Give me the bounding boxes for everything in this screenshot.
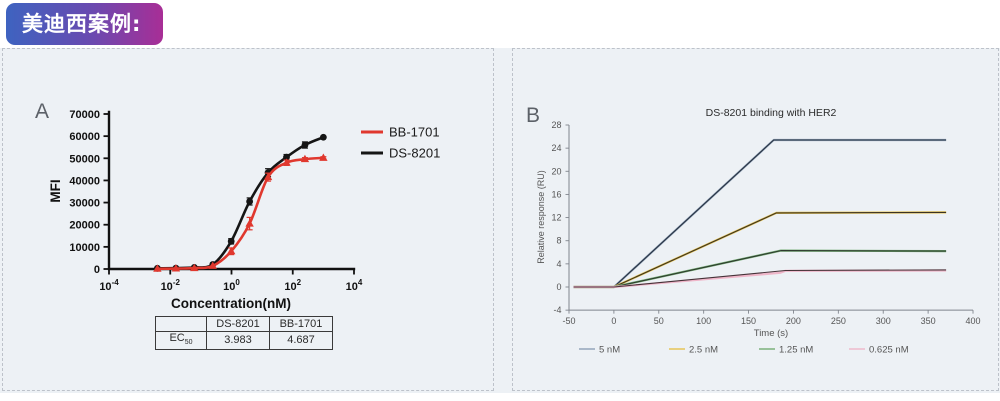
- svg-text:60000: 60000: [69, 131, 100, 143]
- svg-text:12: 12: [551, 213, 561, 223]
- svg-text:100: 100: [223, 278, 240, 293]
- svg-text:24: 24: [551, 143, 561, 153]
- chart-a-root: 0 10000 20000 30000 40000 50000 60000 70000 10-4…: [48, 109, 440, 311]
- y-axis-label: Relative response (RU): [536, 170, 546, 264]
- spr-binding-chart: -4 0 4 8 12 16 20 24 28 -50 0 50 100 150 200 250 300 350 4…: [536, 107, 981, 356]
- svg-text:16: 16: [551, 189, 561, 199]
- svg-text:4: 4: [556, 259, 561, 269]
- series-curve-DS-8201: [157, 136, 324, 270]
- svg-text:10-4: 10-4: [99, 278, 119, 293]
- case-badge-label: 美迪西案例:: [22, 12, 142, 36]
- case-badge: 美迪西案例:: [6, 3, 164, 45]
- svg-text:400: 400: [965, 316, 980, 326]
- chart-a-legend: BB-1701 DS-8201: [361, 125, 440, 161]
- svg-text:200: 200: [786, 316, 801, 326]
- svg-text:150: 150: [741, 316, 756, 326]
- ec50-row-label: EC50: [155, 330, 207, 351]
- ec50-table-header: DS-8201: [206, 316, 270, 332]
- svg-text:70000: 70000: [69, 109, 100, 121]
- svg-text:-50: -50: [562, 316, 575, 326]
- svg-text:-4: -4: [553, 305, 561, 315]
- chart-b-title: DS-8201 binding with HER2: [706, 107, 837, 119]
- panel-spr: B -4 0 4 8 12 16 20 24 28 -50 0 50 100 150 200 250 300 35…: [512, 48, 999, 391]
- y-axis-label: MFI: [48, 179, 63, 202]
- ec50-table-header: BB-1701: [269, 316, 333, 332]
- svg-text:30000: 30000: [69, 198, 100, 210]
- svg-text:100: 100: [696, 316, 711, 326]
- panel-a-label: A: [35, 100, 50, 123]
- series-fit-2.5 nM: [573, 211, 947, 288]
- svg-text:10000: 10000: [69, 242, 100, 254]
- svg-text:1.25 nM: 1.25 nM: [779, 345, 813, 356]
- svg-text:104: 104: [346, 278, 363, 293]
- dose-response-chart: 0 10000 20000 30000 40000 50000 60000 70000 10-4…: [48, 109, 440, 311]
- svg-text:0: 0: [611, 316, 616, 326]
- svg-text:5 nM: 5 nM: [599, 345, 620, 356]
- svg-text:50000: 50000: [69, 153, 100, 165]
- svg-text:8: 8: [556, 236, 561, 246]
- svg-text:250: 250: [831, 316, 846, 326]
- chart-b-root: -4 0 4 8 12 16 20 24 28 -50 0 50 100 150 200 250 300 350 4…: [536, 107, 981, 356]
- panel-dose-response: A 0 10000 20000 30000 40000 50000 60000 70000 10…: [2, 48, 494, 391]
- series-fit-0.625 nM: [573, 269, 947, 288]
- svg-text:20: 20: [551, 166, 561, 176]
- chart-b-legend: 5 nM 2.5 nM 1.25 nM 0.625 nM: [579, 345, 909, 356]
- svg-text:28: 28: [551, 120, 561, 130]
- ec50-value: 3.983: [206, 330, 270, 351]
- series-raw-2.5 nM: [573, 211, 947, 289]
- svg-text:40000: 40000: [69, 175, 100, 187]
- panels-background: A 0 10000 20000 30000 40000 50000 60000 70000 10…: [0, 48, 1000, 393]
- x-axis-label: Concentration(nM): [171, 296, 291, 311]
- ec50-value: 4.687: [269, 330, 333, 351]
- svg-text:50: 50: [654, 316, 664, 326]
- svg-text:350: 350: [921, 316, 936, 326]
- axes: [107, 110, 356, 271]
- series-curve-BB-1701: [157, 156, 324, 271]
- x-axis-label: Time (s): [754, 328, 788, 339]
- svg-text:0: 0: [556, 282, 561, 292]
- svg-text:20000: 20000: [69, 220, 100, 232]
- axes: [568, 125, 974, 311]
- svg-text:0: 0: [94, 264, 100, 276]
- svg-text:10-2: 10-2: [161, 278, 181, 293]
- ec50-table-corner: [155, 316, 207, 332]
- svg-text:0.625 nM: 0.625 nM: [869, 345, 909, 356]
- svg-text:DS-8201: DS-8201: [389, 146, 440, 161]
- svg-text:BB-1701: BB-1701: [389, 125, 440, 140]
- svg-text:2.5 nM: 2.5 nM: [689, 345, 718, 356]
- panel-b-label: B: [526, 104, 541, 127]
- series-raw-1.25 nM: [573, 249, 947, 289]
- svg-text:102: 102: [284, 278, 301, 293]
- ec50-table: DS-8201 BB-1701 EC50 3.983 4.687: [155, 316, 333, 351]
- svg-text:300: 300: [876, 316, 891, 326]
